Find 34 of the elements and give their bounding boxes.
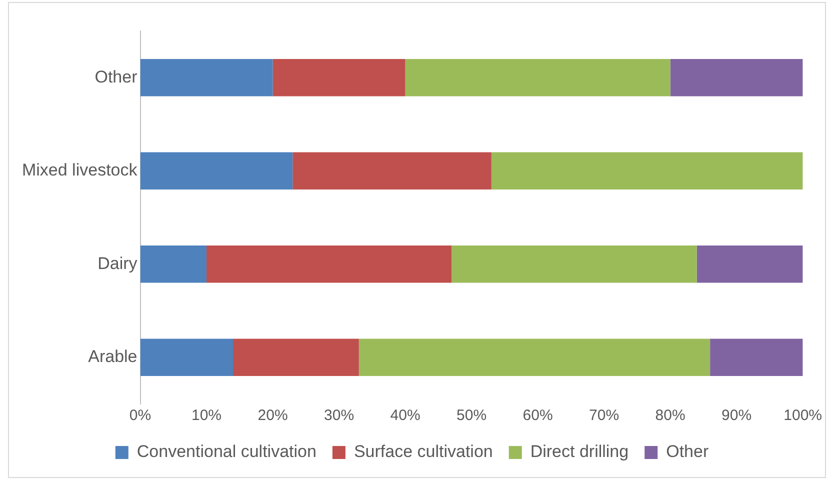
- legend-label: Surface cultivation: [354, 442, 493, 462]
- x-tick-label: 100%: [784, 407, 822, 424]
- bar: [452, 245, 697, 283]
- x-tick-label: 90%: [722, 407, 752, 424]
- y-tick-label: Other: [94, 67, 138, 86]
- bar: [140, 245, 207, 283]
- x-tick-label: 70%: [589, 407, 620, 424]
- bar: [272, 58, 406, 96]
- x-tick-label: 50%: [456, 407, 487, 424]
- y-tick-label: Dairy: [98, 254, 138, 273]
- x-tick-label: 40%: [390, 407, 420, 424]
- y-tick-label: Mixed livestock: [22, 160, 138, 180]
- y-tick-label: Arable: [88, 347, 138, 366]
- bar: [670, 58, 803, 96]
- x-tick-label: 60%: [522, 407, 553, 424]
- x-tick-label: 80%: [655, 407, 686, 424]
- bar: [710, 338, 803, 376]
- bar: [140, 338, 234, 376]
- x-tick-label: 10%: [191, 407, 222, 424]
- bar: [206, 245, 452, 283]
- bar: [491, 152, 803, 190]
- legend-label: Conventional cultivation: [136, 442, 316, 462]
- x-tick-label: 0%: [129, 407, 152, 424]
- bar: [405, 58, 670, 96]
- x-tick-label: 30%: [324, 407, 354, 424]
- x-tick-label: 20%: [258, 407, 288, 424]
- legend-label: Other: [666, 442, 709, 462]
- bar: [233, 338, 359, 376]
- bar: [140, 152, 293, 190]
- bar: [358, 338, 710, 376]
- bar: [140, 58, 273, 96]
- legend-label: Direct drilling: [530, 442, 629, 462]
- bar: [696, 245, 803, 283]
- bar: [292, 152, 492, 190]
